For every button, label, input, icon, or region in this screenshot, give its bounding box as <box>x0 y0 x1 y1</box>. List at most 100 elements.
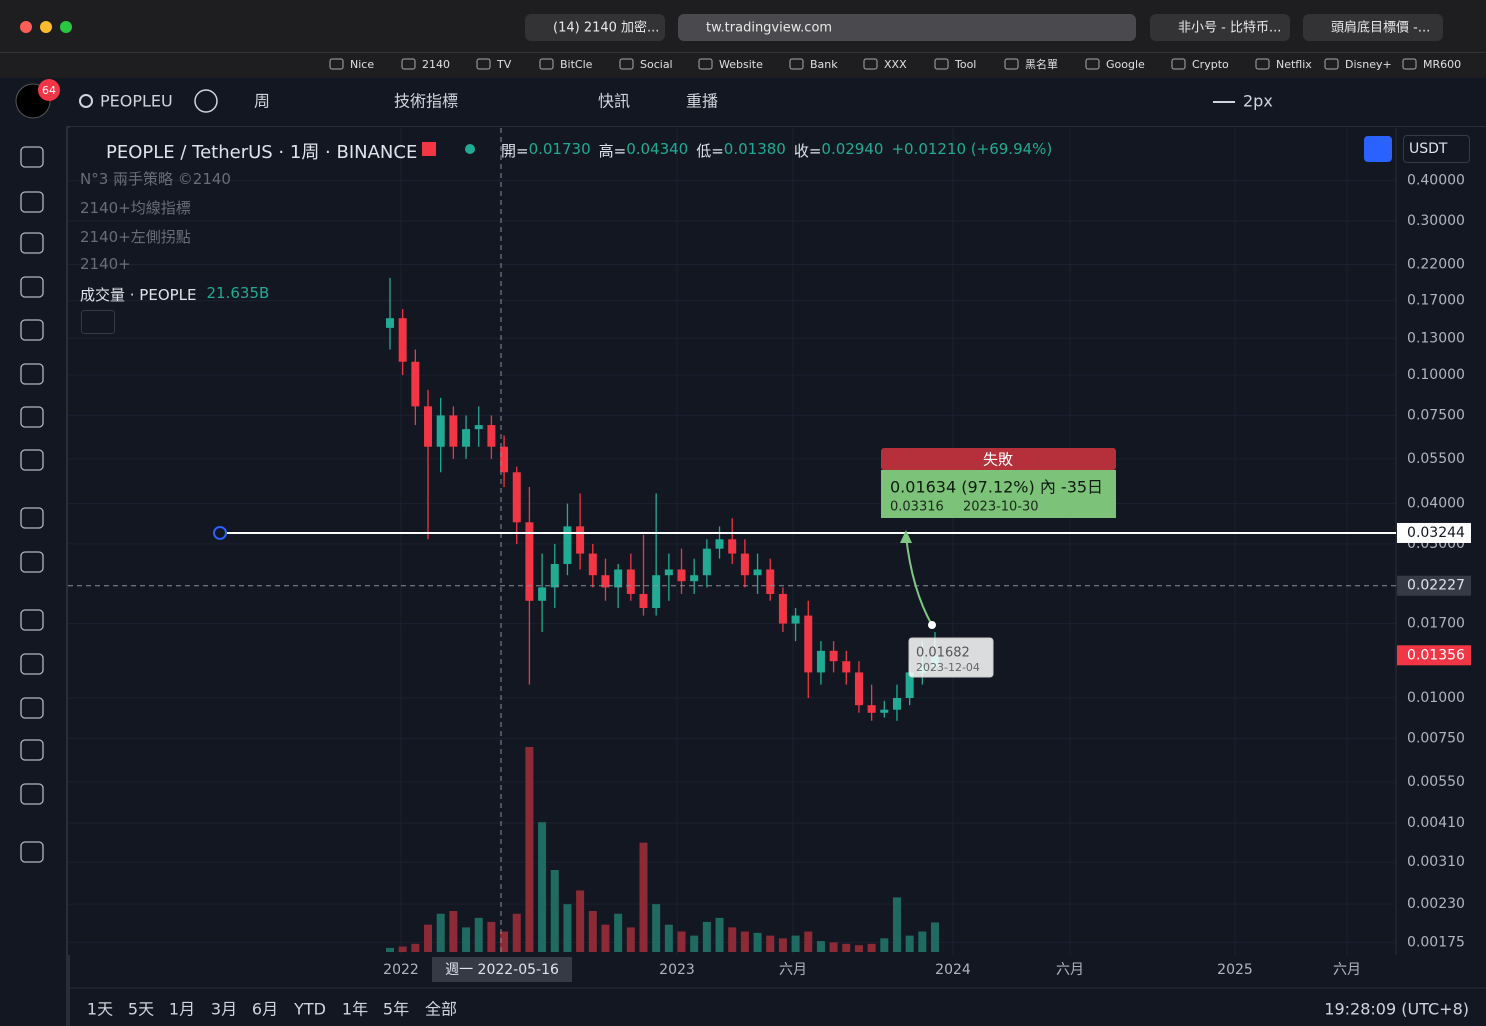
source-date: 2023-12-04 <box>916 661 980 674</box>
tool-icon[interactable] <box>20 653 44 675</box>
bookmark[interactable]: Nice <box>350 58 374 71</box>
candle-body <box>677 569 686 582</box>
window-button[interactable] <box>20 21 32 33</box>
range-button[interactable]: 全部 <box>425 1000 457 1019</box>
bookmarks-bar <box>0 52 1486 79</box>
forecast-status: 失敗 <box>983 451 1013 469</box>
volume-bar <box>880 938 889 952</box>
bookmark-icon <box>698 58 713 70</box>
bookmark[interactable]: BitCle <box>560 58 593 71</box>
currency-select[interactable]: USDT <box>1403 135 1470 163</box>
tool-icon[interactable] <box>20 739 44 761</box>
candle-body <box>614 569 623 588</box>
bookmark[interactable]: Bank <box>810 58 838 71</box>
bookmark[interactable]: Google <box>1106 58 1145 71</box>
range-button[interactable]: 1年 <box>342 1000 368 1019</box>
volume-bar <box>690 935 699 952</box>
volume-bar <box>715 917 724 952</box>
sync-button[interactable] <box>1364 136 1392 162</box>
tool-icon[interactable] <box>20 146 44 168</box>
range-button[interactable]: 5天 <box>128 1000 154 1019</box>
y-tick-label: 0.00310 <box>1407 854 1465 870</box>
volume-bar <box>804 931 813 952</box>
ohlc-label: 低= <box>696 142 724 160</box>
volume-bar <box>588 911 597 952</box>
volume-bar <box>652 904 661 952</box>
candle-body <box>563 526 572 564</box>
tool-icon[interactable] <box>20 319 44 341</box>
bookmark[interactable]: Social <box>640 58 673 71</box>
bookmark[interactable]: 2140 <box>422 58 450 71</box>
y-tick-label: 0.00410 <box>1407 815 1465 831</box>
toolbar-symbol[interactable]: PEOPLEU <box>100 92 173 111</box>
range-button[interactable]: 1天 <box>87 1000 113 1019</box>
candle-body <box>398 318 407 362</box>
clock: 19:28:09 (UTC+8) <box>1324 1000 1469 1019</box>
range-button[interactable]: YTD <box>293 1000 326 1019</box>
candle-body <box>892 697 901 710</box>
range-button[interactable]: 6月 <box>252 1000 278 1019</box>
study-title: 2140+左側拐點 <box>80 228 191 246</box>
tool-icon[interactable] <box>20 609 44 631</box>
bookmark[interactable]: 黑名單 <box>1025 57 1058 71</box>
toolbar-alerts[interactable]: 快訊 <box>598 92 630 111</box>
tool-icon[interactable] <box>20 406 44 428</box>
bookmark[interactable]: Crypto <box>1192 58 1229 71</box>
range-button[interactable]: 5年 <box>383 1000 409 1019</box>
bookmark[interactable]: Tool <box>954 58 976 71</box>
tool-icon[interactable] <box>20 697 44 719</box>
y-tick-label: 0.17000 <box>1407 293 1465 309</box>
toolbar-interval[interactable]: 周 <box>254 92 270 111</box>
tab[interactable] <box>1150 14 1290 41</box>
candle-body <box>652 575 661 608</box>
bookmark[interactable]: MR600 <box>1423 58 1461 71</box>
range-button[interactable]: 3月 <box>211 1000 237 1019</box>
y-tick-label: 0.01700 <box>1407 616 1465 632</box>
tool-icon[interactable] <box>20 191 44 213</box>
y-tick-label: 0.22000 <box>1407 257 1465 273</box>
collapse-button[interactable] <box>81 310 115 334</box>
y-tick-label: 0.13000 <box>1407 330 1465 346</box>
range-button[interactable]: 1月 <box>169 1000 195 1019</box>
volume-bar <box>474 917 483 952</box>
tool-icon[interactable] <box>20 507 44 529</box>
tool-icon[interactable] <box>20 363 44 385</box>
tool-icon[interactable] <box>20 783 44 805</box>
tab[interactable] <box>678 14 1136 41</box>
window-button[interactable] <box>60 21 72 33</box>
price-label: 0.01356 <box>1407 647 1465 663</box>
toolbar-replay[interactable]: 重播 <box>686 92 718 111</box>
volume-bar <box>563 904 572 952</box>
line-handle[interactable] <box>213 525 227 540</box>
volume-bar <box>677 931 686 952</box>
forecast-body <box>881 470 1116 518</box>
bookmark[interactable]: Disney+ <box>1345 58 1392 71</box>
bookmark[interactable]: Website <box>719 58 763 71</box>
bookmark-icon <box>789 58 804 70</box>
forecast-arrow <box>905 535 933 626</box>
toolbar-indicators[interactable]: 技術指標 <box>394 92 458 111</box>
window-button[interactable] <box>40 21 52 33</box>
tool-icon[interactable] <box>20 232 44 254</box>
ohlc-label: 收= <box>793 142 822 160</box>
volume-bar <box>525 747 534 952</box>
volume-bar <box>626 927 635 952</box>
toolbar-line-width[interactable]: 2px <box>1243 92 1273 111</box>
forecast-target-date: 2023-10-30 <box>963 500 1039 515</box>
tool-icon[interactable] <box>20 841 44 863</box>
y-tick-label: 0.01000 <box>1407 690 1465 706</box>
tab[interactable] <box>1303 14 1443 41</box>
tool-icon[interactable] <box>20 449 44 471</box>
tool-icon[interactable] <box>20 276 44 298</box>
bookmark-icon <box>1324 58 1339 70</box>
bookmark-icon <box>1402 58 1417 70</box>
bookmark[interactable]: Netflix <box>1276 58 1312 71</box>
tab[interactable] <box>525 14 665 41</box>
volume-bar <box>664 924 673 952</box>
tool-icon[interactable] <box>20 551 44 573</box>
add-symbol[interactable] <box>194 89 218 113</box>
candle-body <box>411 361 420 407</box>
bookmark[interactable]: XXX <box>884 58 907 71</box>
bookmark[interactable]: TV <box>496 58 512 71</box>
